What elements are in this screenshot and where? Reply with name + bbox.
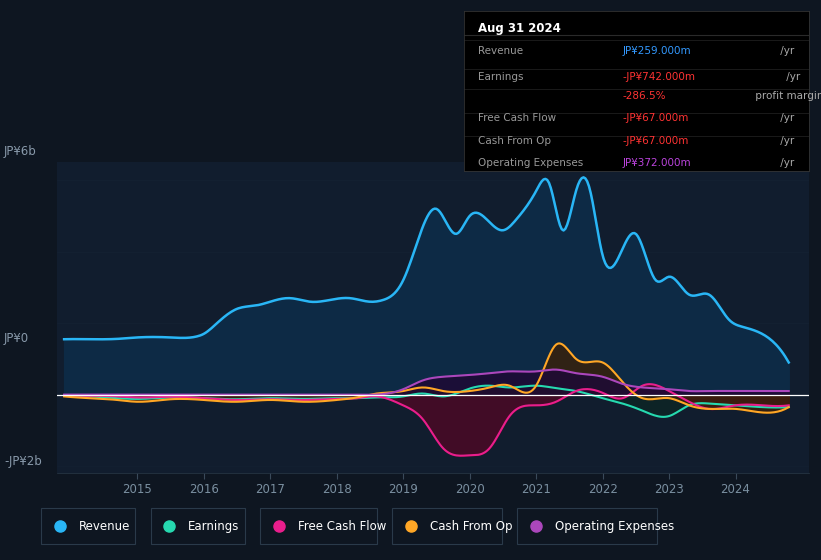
Text: Cash From Op: Cash From Op: [478, 136, 551, 146]
Text: /yr: /yr: [777, 136, 794, 146]
Text: profit margin: profit margin: [752, 91, 821, 101]
Text: Operating Expenses: Operating Expenses: [478, 158, 583, 168]
Text: Revenue: Revenue: [79, 520, 131, 533]
Text: -286.5%: -286.5%: [622, 91, 666, 101]
Text: -JP¥67.000m: -JP¥67.000m: [622, 136, 689, 146]
Text: Aug 31 2024: Aug 31 2024: [478, 22, 561, 35]
Bar: [41, 508, 135, 544]
Text: Earnings: Earnings: [478, 72, 523, 82]
Text: Cash From Op: Cash From Op: [430, 520, 512, 533]
Text: JP¥259.000m: JP¥259.000m: [622, 46, 691, 57]
Text: /yr: /yr: [777, 46, 794, 57]
Text: JP¥372.000m: JP¥372.000m: [622, 158, 691, 168]
Text: Revenue: Revenue: [478, 46, 523, 57]
Text: -JP¥742.000m: -JP¥742.000m: [622, 72, 695, 82]
Text: /yr: /yr: [777, 158, 794, 168]
Bar: [392, 508, 502, 544]
Bar: [260, 508, 377, 544]
Text: /yr: /yr: [783, 72, 800, 82]
Text: JP¥6b: JP¥6b: [4, 144, 37, 158]
Text: /yr: /yr: [777, 113, 794, 123]
Text: Free Cash Flow: Free Cash Flow: [478, 113, 556, 123]
Text: -JP¥2b: -JP¥2b: [4, 455, 42, 469]
Bar: [150, 508, 245, 544]
Text: -JP¥67.000m: -JP¥67.000m: [622, 113, 689, 123]
Text: Earnings: Earnings: [188, 520, 240, 533]
Bar: [517, 508, 657, 544]
Text: JP¥0: JP¥0: [4, 332, 30, 346]
Text: Free Cash Flow: Free Cash Flow: [298, 520, 386, 533]
Text: Operating Expenses: Operating Expenses: [555, 520, 674, 533]
